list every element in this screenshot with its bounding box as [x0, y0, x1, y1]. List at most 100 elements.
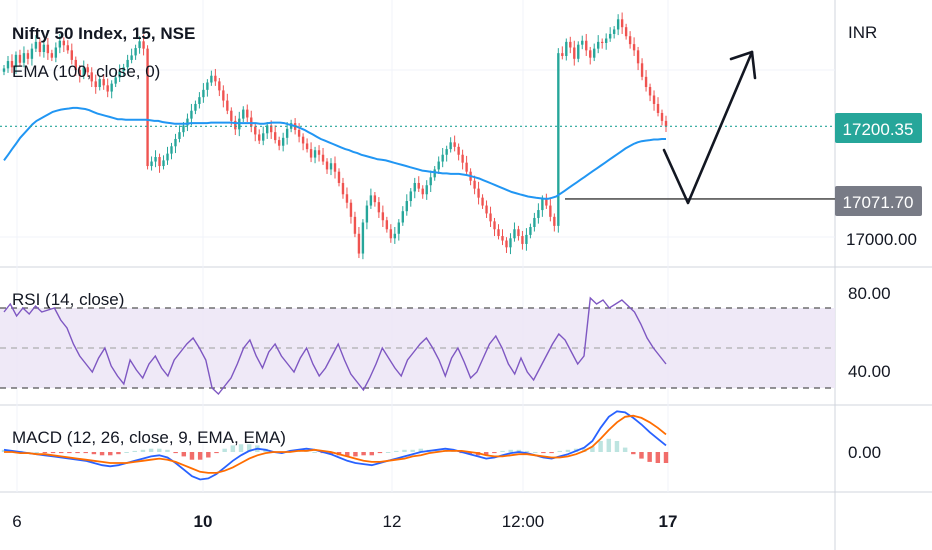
candle-body[interactable]: [34, 41, 38, 49]
candle-body[interactable]: [10, 61, 14, 68]
candle-body[interactable]: [62, 40, 66, 46]
candle-body[interactable]: [445, 149, 448, 155]
candle-body[interactable]: [70, 50, 73, 60]
candle-body[interactable]: [110, 83, 113, 92]
candle-body[interactable]: [581, 40, 584, 45]
candle-body[interactable]: [341, 182, 345, 195]
candle-body[interactable]: [477, 188, 480, 198]
candle-body[interactable]: [214, 75, 217, 82]
candle-body[interactable]: [589, 50, 592, 58]
candle-body[interactable]: [553, 216, 556, 226]
candle-body[interactable]: [22, 53, 26, 63]
candle-body[interactable]: [660, 112, 664, 121]
candle-body[interactable]: [345, 194, 349, 203]
candle-body[interactable]: [481, 197, 484, 206]
candle-body[interactable]: [250, 117, 253, 127]
candle-body[interactable]: [226, 100, 229, 111]
candle-body[interactable]: [640, 63, 644, 77]
candle-body[interactable]: [409, 191, 412, 202]
candle-body[interactable]: [461, 154, 464, 163]
candle-body[interactable]: [126, 59, 129, 68]
candle-body[interactable]: [301, 136, 305, 144]
candle-body[interactable]: [333, 163, 337, 172]
candles-layer[interactable]: [2, 12, 668, 260]
candle-body[interactable]: [565, 41, 568, 56]
candle-body[interactable]: [441, 154, 444, 162]
candle-body[interactable]: [98, 79, 101, 88]
candle-body[interactable]: [353, 216, 357, 234]
candle-body[interactable]: [262, 133, 265, 141]
candle-body[interactable]: [401, 211, 404, 223]
candle-body[interactable]: [50, 53, 54, 58]
candle-body[interactable]: [86, 67, 89, 73]
candle-body[interactable]: [202, 89, 205, 98]
candle-body[interactable]: [561, 53, 564, 56]
candle-body[interactable]: [78, 70, 81, 76]
candle-body[interactable]: [277, 140, 281, 146]
candle-body[interactable]: [604, 38, 608, 43]
candle-body[interactable]: [644, 76, 648, 88]
candle-body[interactable]: [648, 87, 652, 96]
candle-body[interactable]: [162, 160, 165, 167]
candle-body[interactable]: [102, 79, 105, 86]
candle-body[interactable]: [573, 47, 576, 59]
macd-legend[interactable]: MACD (12, 26, close, 9, EMA, EMA): [12, 428, 286, 447]
rsi-line[interactable]: [3, 296, 667, 396]
candle-body[interactable]: [170, 146, 173, 154]
candle-body[interactable]: [417, 182, 420, 189]
candle-body[interactable]: [222, 90, 225, 101]
candle-body[interactable]: [42, 44, 46, 53]
candle-body[interactable]: [533, 217, 536, 228]
candle-body[interactable]: [218, 81, 221, 91]
candle-body[interactable]: [321, 154, 325, 162]
candle-body[interactable]: [158, 157, 161, 167]
candle-body[interactable]: [473, 180, 476, 189]
candle-body[interactable]: [437, 161, 440, 170]
candle-body[interactable]: [405, 201, 408, 212]
candle-body[interactable]: [198, 97, 201, 104]
candle-body[interactable]: [246, 109, 249, 118]
candle-body[interactable]: [612, 29, 616, 34]
candle-body[interactable]: [377, 202, 381, 213]
macd-signal-line[interactable]: [4, 414, 667, 474]
candle-body[interactable]: [270, 125, 273, 133]
candle-body[interactable]: [317, 150, 321, 155]
candle-body[interactable]: [361, 222, 365, 254]
candle-body[interactable]: [6, 61, 10, 69]
projection-path-drawing[interactable]: [662, 50, 754, 205]
candle-body[interactable]: [517, 229, 520, 237]
candle-body[interactable]: [18, 54, 22, 63]
candle-body[interactable]: [58, 40, 62, 48]
candle-body[interactable]: [154, 157, 157, 162]
candle-body[interactable]: [258, 134, 261, 141]
candle-body[interactable]: [186, 118, 189, 126]
candle-body[interactable]: [150, 161, 153, 167]
candle-body[interactable]: [305, 143, 309, 150]
candle-body[interactable]: [608, 33, 612, 39]
candle-body[interactable]: [521, 236, 524, 244]
candle-body[interactable]: [82, 67, 85, 76]
candle-body[interactable]: [210, 75, 213, 83]
candle-body[interactable]: [114, 77, 117, 84]
candle-body[interactable]: [381, 212, 385, 221]
candle-body[interactable]: [281, 137, 285, 146]
candle-body[interactable]: [457, 146, 460, 155]
candle-body[interactable]: [509, 238, 512, 248]
candle-body[interactable]: [664, 120, 668, 127]
candle-body[interactable]: [505, 240, 508, 248]
candle-body[interactable]: [138, 41, 141, 49]
candle-body[interactable]: [453, 142, 456, 147]
candle-body[interactable]: [397, 222, 400, 234]
candle-body[interactable]: [597, 41, 600, 49]
candle-body[interactable]: [620, 19, 624, 28]
candle-body[interactable]: [373, 195, 377, 203]
candle-body[interactable]: [134, 48, 137, 56]
candle-body[interactable]: [14, 54, 18, 68]
candle-body[interactable]: [194, 103, 197, 111]
candle-body[interactable]: [545, 198, 548, 206]
candle-body[interactable]: [230, 110, 233, 121]
candle-body[interactable]: [190, 110, 193, 119]
candle-body[interactable]: [541, 198, 544, 211]
candle-body[interactable]: [652, 95, 656, 104]
ema-legend[interactable]: EMA (100, close, 0): [12, 62, 161, 81]
